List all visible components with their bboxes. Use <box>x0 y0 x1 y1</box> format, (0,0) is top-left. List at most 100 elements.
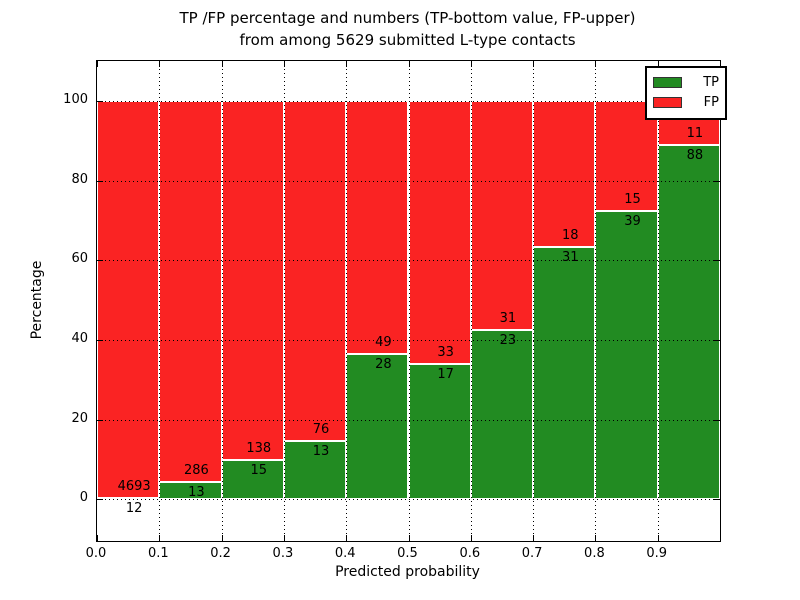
y-tick-mark <box>97 100 103 102</box>
y-tick-mark <box>97 339 103 341</box>
legend-entry-fp: FP <box>653 92 719 112</box>
x-tick-mark <box>159 535 161 541</box>
chart-title-line2: from among 5629 submitted L-type contact… <box>239 31 576 49</box>
x-tick-label: 0.4 <box>334 546 356 561</box>
bar-segment-fp <box>283 100 347 441</box>
x-tick-mark-top <box>283 61 285 67</box>
bar-count-label-fp: 286 <box>184 462 209 478</box>
legend-entry-tp: TP <box>653 72 719 92</box>
x-tick-mark-top <box>533 61 535 67</box>
bar-segment-fp <box>97 100 160 499</box>
y-tick-mark-right <box>714 260 720 262</box>
bar-segment-tp <box>470 329 534 500</box>
bar-segment-fp <box>533 100 596 248</box>
y-tick-label: 100 <box>63 91 88 107</box>
bar-count-label-fp: 76 <box>312 421 330 437</box>
x-gridline <box>159 61 161 541</box>
bar-segment-tp <box>595 211 658 500</box>
bar-count-label-tp: 13 <box>188 484 205 500</box>
x-tick-label: 0.2 <box>210 546 231 561</box>
x-tick-mark-top <box>346 61 348 67</box>
legend-label-tp: TP <box>703 74 719 90</box>
x-tick-label: 0.6 <box>459 546 481 561</box>
fp-swatch-icon <box>653 96 682 108</box>
bar-count-label-fp: 18 <box>561 228 579 244</box>
y-tick-label: 40 <box>71 330 88 346</box>
y-tick-mark-right <box>714 339 720 341</box>
x-gridline <box>346 61 348 541</box>
bar-count-label-tp: 31 <box>561 250 579 266</box>
bar-segment-fp <box>470 100 534 330</box>
bar-segment-fp <box>221 100 284 461</box>
x-tick-label: 0.5 <box>397 546 418 561</box>
x-tick-mark <box>97 535 98 541</box>
x-gridline <box>408 61 410 541</box>
bar-count-label-tp: 12 <box>125 501 143 517</box>
legend: TP FP <box>645 66 727 120</box>
bar-count-label-tp: 15 <box>250 463 268 479</box>
x-gridline <box>283 61 285 541</box>
x-tick-mark-top <box>470 61 472 67</box>
chart-title-line1: TP /FP percentage and numbers (TP-bottom… <box>179 9 636 27</box>
x-tick-mark-top <box>221 61 223 67</box>
x-tick-mark <box>533 535 535 541</box>
y-tick-label: 0 <box>79 490 88 506</box>
x-tick-label: 0.7 <box>521 546 543 561</box>
legend-label-fp: FP <box>703 94 719 110</box>
x-tick-label: 0.3 <box>272 546 294 561</box>
bar-count-label-fp: 4693 <box>117 479 151 495</box>
x-tick-mark <box>595 535 597 541</box>
bar-segment-fp <box>159 100 222 482</box>
x-tick-mark <box>470 535 472 541</box>
x-tick-label: 0.9 <box>646 546 668 561</box>
bar-segment-tp <box>533 247 596 500</box>
x-tick-mark-top <box>159 61 161 67</box>
bar-count-label-tp: 23 <box>499 332 517 348</box>
bar-count-label-fp: 31 <box>499 310 517 326</box>
x-axis-label: Predicted probability <box>335 564 480 580</box>
x-tick-mark-top <box>657 61 659 67</box>
y-axis-label: Percentage <box>29 260 45 340</box>
bar-count-label-tp: 28 <box>375 357 392 373</box>
x-tick-mark <box>657 535 659 541</box>
x-tick-label: 0.8 <box>584 546 605 561</box>
bar-segment-tp <box>221 460 284 500</box>
bar-count-label-fp: 49 <box>375 335 392 351</box>
bar-segment-fp <box>408 100 471 364</box>
x-tick-mark <box>283 535 285 541</box>
tp-swatch-icon <box>653 76 682 88</box>
y-tick-mark-right <box>714 499 720 501</box>
chart-title: TP /FP percentage and numbers (TP-bottom… <box>96 7 719 51</box>
bar-segment-tp <box>408 363 471 500</box>
bar-count-label-tp: 17 <box>437 366 454 382</box>
x-tick-mark-top <box>97 61 98 67</box>
y-tick-mark <box>97 260 103 262</box>
x-gridline <box>595 61 597 541</box>
x-tick-mark-top <box>408 61 410 67</box>
y-tick-mark-right <box>714 419 720 421</box>
x-tick-mark-top <box>595 61 597 67</box>
bar-count-label-fp: 33 <box>437 344 454 360</box>
x-gridline <box>657 61 659 541</box>
x-gridline <box>470 61 472 541</box>
x-gridline <box>221 61 223 541</box>
y-tick-mark-right <box>714 180 720 182</box>
x-gridline <box>533 61 535 541</box>
y-tick-mark <box>97 180 103 182</box>
y-tick-mark <box>97 419 103 421</box>
x-tick-label: 0.1 <box>147 546 169 561</box>
bar-count-label-tp: 88 <box>686 148 704 164</box>
x-tick-mark <box>221 535 223 541</box>
x-tick-mark <box>346 535 348 541</box>
bar-count-label-fp: 15 <box>624 192 641 208</box>
bar-count-label-fp: 138 <box>246 441 272 457</box>
y-tick-label: 80 <box>71 171 88 187</box>
bar-segment-tp <box>346 354 409 500</box>
y-tick-label: 60 <box>71 251 88 267</box>
y-tick-label: 20 <box>71 410 88 426</box>
bar-count-label-tp: 13 <box>312 443 330 459</box>
bar-count-label-fp: 11 <box>686 126 704 142</box>
plot-area: TP FP 4693 12 286 13 138 15 76 13 49 28 33 17 31 23 18… <box>96 60 727 542</box>
x-tick-mark <box>408 535 410 541</box>
